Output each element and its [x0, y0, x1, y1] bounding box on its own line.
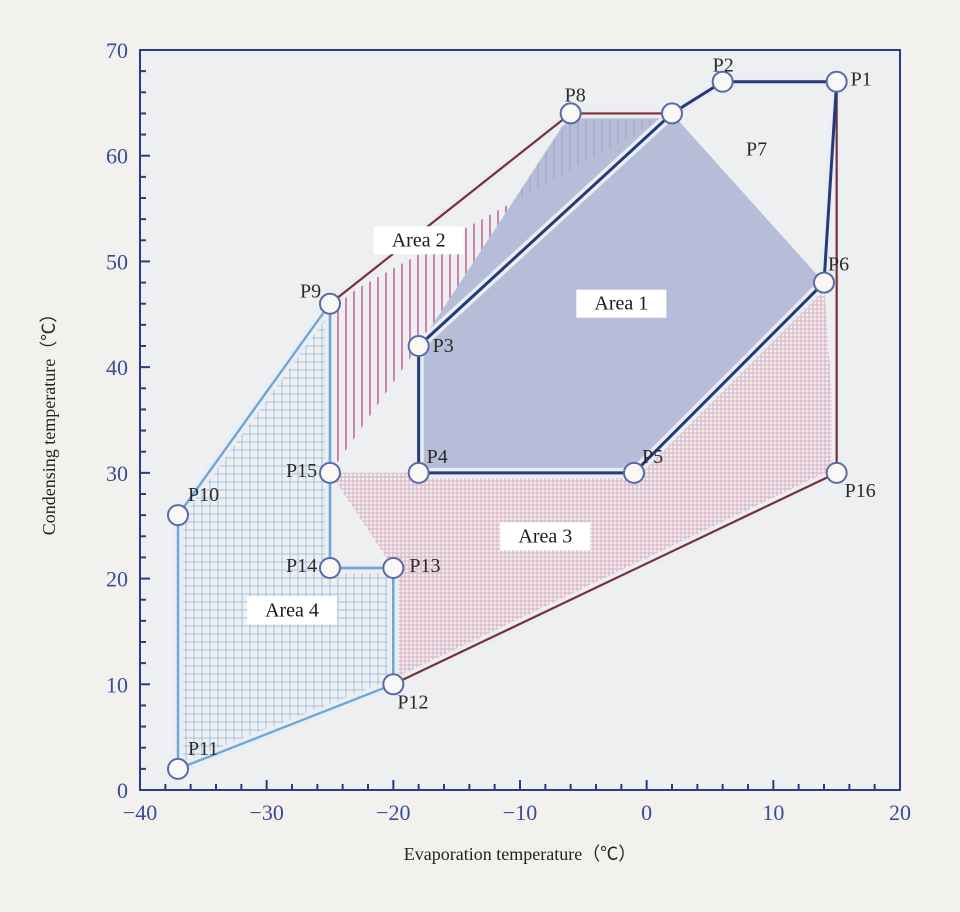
point-label-P10: P10 [188, 484, 219, 506]
x-tick-label: 10 [762, 800, 784, 825]
y-tick-label: 0 [117, 778, 128, 803]
point-P4 [409, 463, 429, 483]
point-P1 [827, 72, 847, 92]
y-tick-label: 10 [106, 672, 128, 697]
point-P9 [320, 294, 340, 314]
point-P3 [409, 336, 429, 356]
point-P15 [320, 463, 340, 483]
point-P16 [827, 463, 847, 483]
point-label-P16: P16 [845, 480, 876, 502]
y-axis-title: Condensing temperature（℃） [39, 305, 59, 535]
point-label-P4: P4 [427, 446, 448, 468]
area2-label: Area 2 [392, 229, 446, 251]
point-P14 [320, 558, 340, 578]
x-tick-label: −40 [123, 800, 157, 825]
area1-label: Area 1 [594, 293, 648, 315]
point-label-P14: P14 [286, 555, 317, 577]
area3-label: Area 3 [518, 525, 572, 547]
point-label-P9: P9 [300, 281, 321, 303]
area4-label: Area 4 [265, 599, 319, 621]
y-tick-label: 50 [106, 249, 128, 274]
point-label-P1: P1 [851, 69, 872, 91]
operating-envelope-chart: −40 −30 −20 −10 0 10 20 0 10 20 30 40 50 60 70 Evaporat… [0, 0, 960, 912]
point-P5 [624, 463, 644, 483]
point-label-P12: P12 [397, 691, 428, 713]
x-tick-label: −10 [503, 800, 537, 825]
point-label-P13: P13 [409, 555, 440, 577]
x-axis-title: Evaporation temperature（℃） [404, 844, 636, 864]
point-label-P3: P3 [433, 335, 454, 357]
point-P2b [662, 103, 682, 123]
y-tick-label: 20 [106, 567, 128, 592]
x-tick-label: −30 [249, 800, 283, 825]
x-tick-label: −20 [376, 800, 410, 825]
point-P13 [383, 558, 403, 578]
point-P11 [168, 759, 188, 779]
y-tick-label: 30 [106, 461, 128, 486]
point-P10 [168, 505, 188, 525]
x-tick-label: 0 [641, 800, 652, 825]
point-label-P7: P7 [746, 139, 767, 161]
point-label-P15: P15 [286, 460, 317, 482]
point-label-P5: P5 [642, 446, 663, 468]
y-tick-label: 40 [106, 355, 128, 380]
y-tick-label: 60 [106, 144, 128, 169]
y-tick-label: 70 [106, 38, 128, 63]
point-label-P11: P11 [188, 738, 218, 760]
point-label-P2: P2 [713, 55, 734, 77]
x-tick-label: 20 [889, 800, 911, 825]
point-label-P6: P6 [828, 254, 849, 276]
point-label-P8: P8 [565, 84, 586, 106]
